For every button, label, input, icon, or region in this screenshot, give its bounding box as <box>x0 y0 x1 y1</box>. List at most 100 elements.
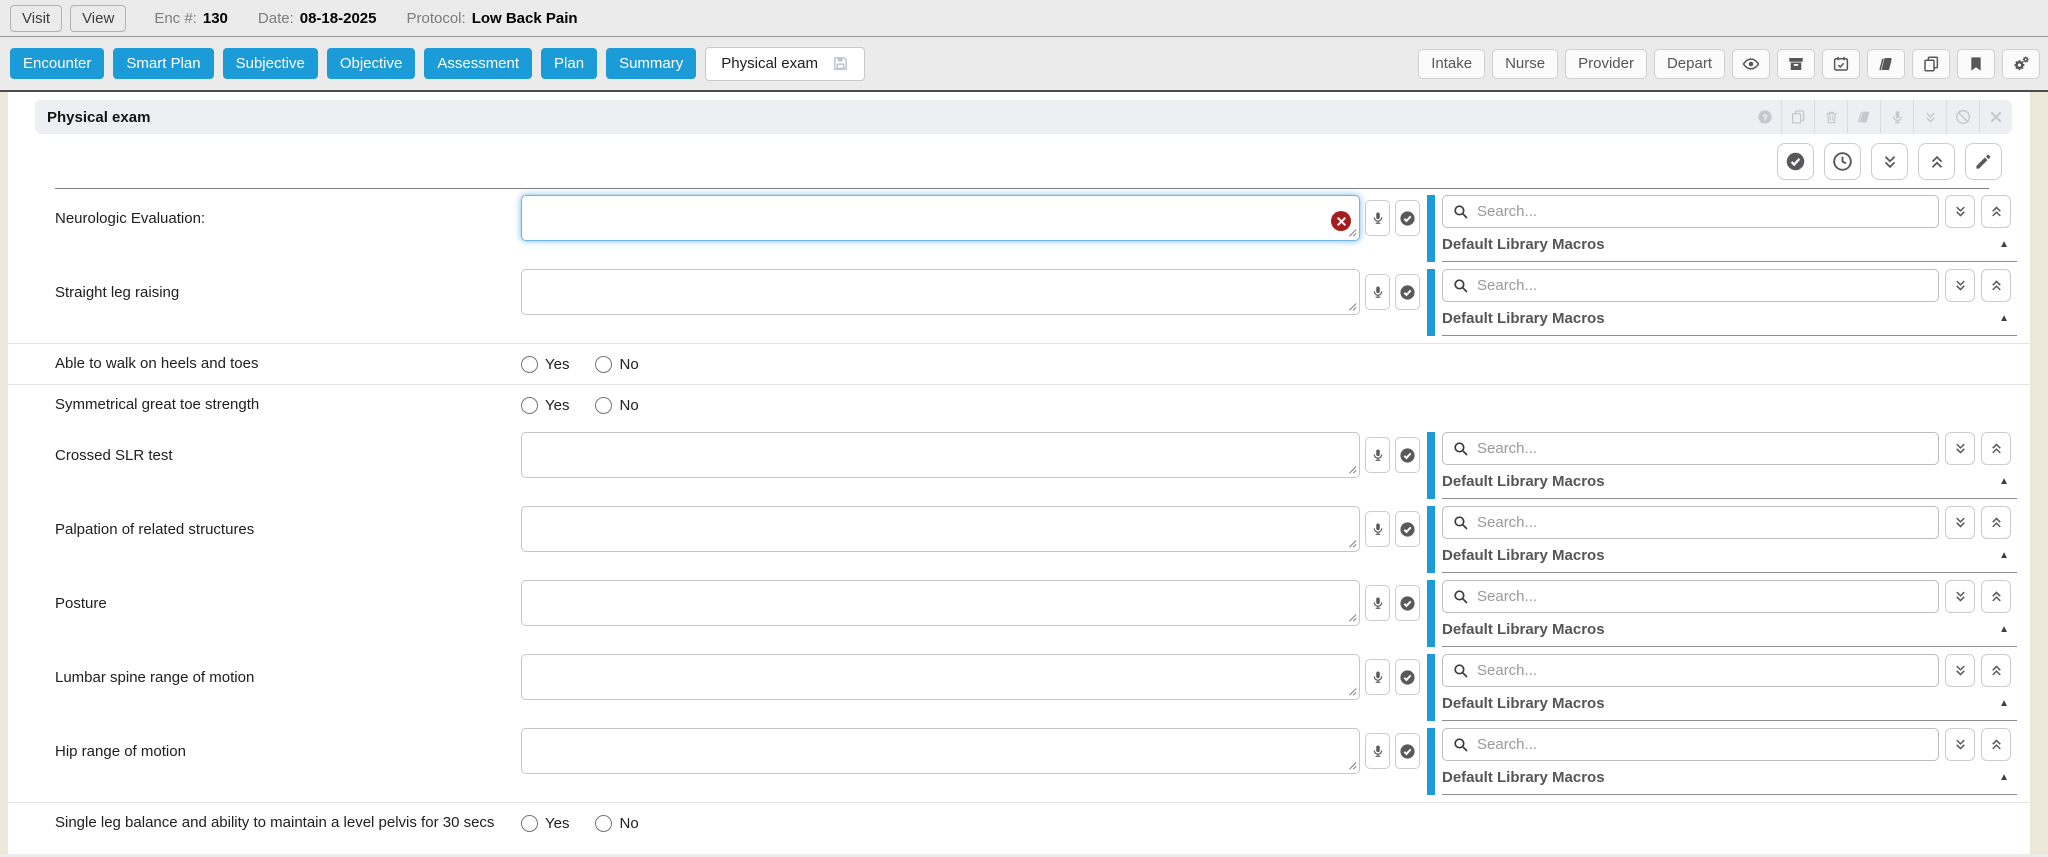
edit-button[interactable] <box>1965 143 2002 180</box>
resize-handle-icon[interactable] <box>1347 301 1357 311</box>
macro-collapse-button[interactable] <box>1981 580 2011 613</box>
nav-button-objective[interactable]: Objective <box>326 48 416 79</box>
archive-button[interactable] <box>1777 48 1815 79</box>
copy-icon[interactable] <box>1781 100 1814 134</box>
radio-yes[interactable]: Yes <box>521 812 569 834</box>
macro-search-input[interactable] <box>1442 269 1939 302</box>
macros-header[interactable]: Default Library Macros ▲ <box>1442 228 2017 262</box>
radio-circle-icon <box>595 396 613 414</box>
macro-expand-button[interactable] <box>1945 432 1975 465</box>
trash-icon[interactable] <box>1814 100 1847 134</box>
resize-handle-icon[interactable] <box>1347 760 1357 770</box>
macro-search-input[interactable] <box>1442 580 1939 613</box>
finding-textarea[interactable] <box>521 432 1360 478</box>
radio-no[interactable]: No <box>595 353 639 375</box>
macro-expand-button[interactable] <box>1945 195 1975 228</box>
bookmark-button[interactable] <box>1957 48 1995 79</box>
book-icon[interactable] <box>1847 100 1880 134</box>
role-button-depart[interactable]: Depart <box>1653 48 1725 79</box>
macro-collapse-button[interactable] <box>1981 506 2011 539</box>
radio-no[interactable]: No <box>595 394 639 416</box>
radio-yes[interactable]: Yes <box>521 353 569 375</box>
macro-search-input[interactable] <box>1442 654 1939 687</box>
error-icon[interactable] <box>1331 211 1351 231</box>
help-icon[interactable]: ? <box>1748 100 1781 134</box>
chevrons-down-icon[interactable] <box>1913 100 1946 134</box>
slash-circle-icon[interactable] <box>1946 100 1979 134</box>
nav-button-assessment[interactable]: Assessment <box>424 48 533 79</box>
finding-textarea[interactable] <box>521 269 1360 315</box>
macro-expand-button[interactable] <box>1945 580 1975 613</box>
dictate-button[interactable] <box>1365 437 1390 473</box>
confirm-button[interactable] <box>1395 200 1420 236</box>
finding-textarea[interactable] <box>521 580 1360 626</box>
dictate-button[interactable] <box>1365 733 1390 769</box>
complete-all-button[interactable] <box>1777 143 1814 180</box>
finding-textarea[interactable] <box>521 728 1360 774</box>
collapse-all-button[interactable] <box>1918 143 1955 180</box>
view-button[interactable]: View <box>70 4 127 32</box>
history-button[interactable] <box>1824 143 1861 180</box>
radio-no[interactable]: No <box>595 812 639 834</box>
macros-header[interactable]: Default Library Macros ▲ <box>1442 302 2017 336</box>
nav-button-summary[interactable]: Summary <box>606 48 697 79</box>
finding-textarea[interactable] <box>521 506 1360 552</box>
macro-search-input[interactable] <box>1442 728 1939 761</box>
macro-collapse-button[interactable] <box>1981 432 2011 465</box>
macros-header[interactable]: Default Library Macros ▲ <box>1442 613 2017 647</box>
macros-header[interactable]: Default Library Macros ▲ <box>1442 465 2017 499</box>
microphone-icon[interactable] <box>1880 100 1913 134</box>
dictate-button[interactable] <box>1365 200 1390 236</box>
macro-expand-button[interactable] <box>1945 728 1975 761</box>
macro-expand-button[interactable] <box>1945 269 1975 302</box>
confirm-button[interactable] <box>1395 659 1420 695</box>
dictate-button[interactable] <box>1365 659 1390 695</box>
macro-collapse-button[interactable] <box>1981 269 2011 302</box>
role-button-intake[interactable]: Intake <box>1418 48 1486 79</box>
macro-collapse-button[interactable] <box>1981 195 2011 228</box>
settings-button[interactable] <box>2002 48 2040 79</box>
macros-header[interactable]: Default Library Macros ▲ <box>1442 539 2017 573</box>
macro-search-input[interactable] <box>1442 195 1939 228</box>
confirm-button[interactable] <box>1395 274 1420 310</box>
confirm-button[interactable] <box>1395 511 1420 547</box>
confirm-button[interactable] <box>1395 437 1420 473</box>
calendar-check-button[interactable] <box>1822 48 1860 79</box>
copy-button[interactable] <box>1912 48 1950 79</box>
nav-button-plan[interactable]: Plan <box>541 48 598 79</box>
nav-button-smart-plan[interactable]: Smart Plan <box>113 48 214 79</box>
resize-handle-icon[interactable] <box>1347 464 1357 474</box>
macro-collapse-button[interactable] <box>1981 728 2011 761</box>
role-button-nurse[interactable]: Nurse <box>1492 48 1559 79</box>
expand-all-button[interactable] <box>1871 143 1908 180</box>
visit-button[interactable]: Visit <box>10 4 63 32</box>
resize-handle-icon[interactable] <box>1347 686 1357 696</box>
dictate-button[interactable] <box>1365 511 1390 547</box>
confirm-button[interactable] <box>1395 585 1420 621</box>
finding-textarea[interactable] <box>521 654 1360 700</box>
role-button-provider[interactable]: Provider <box>1565 48 1647 79</box>
form-row-textarea: Posture Default Library Macros ▲ <box>8 580 2030 647</box>
macro-search-input[interactable] <box>1442 506 1939 539</box>
nav-button-encounter[interactable]: Encounter <box>10 48 105 79</box>
close-icon[interactable] <box>1979 100 2012 134</box>
radio-yes[interactable]: Yes <box>521 394 569 416</box>
library-button[interactable] <box>1867 48 1905 79</box>
macro-collapse-button[interactable] <box>1981 654 2011 687</box>
macro-search-input[interactable] <box>1442 432 1939 465</box>
resize-handle-icon[interactable] <box>1347 227 1357 237</box>
dictate-button[interactable] <box>1365 274 1390 310</box>
resize-handle-icon[interactable] <box>1347 538 1357 548</box>
macro-expand-button[interactable] <box>1945 506 1975 539</box>
macros-header[interactable]: Default Library Macros ▲ <box>1442 687 2017 721</box>
search-icon <box>1452 514 1469 531</box>
confirm-button[interactable] <box>1395 733 1420 769</box>
finding-textarea[interactable] <box>521 195 1360 241</box>
macros-header[interactable]: Default Library Macros ▲ <box>1442 761 2017 795</box>
dictate-button[interactable] <box>1365 585 1390 621</box>
resize-handle-icon[interactable] <box>1347 612 1357 622</box>
eye-button[interactable] <box>1732 48 1770 79</box>
tab-physical-exam[interactable]: Physical exam <box>705 46 865 81</box>
macro-expand-button[interactable] <box>1945 654 1975 687</box>
nav-button-subjective[interactable]: Subjective <box>222 48 318 79</box>
